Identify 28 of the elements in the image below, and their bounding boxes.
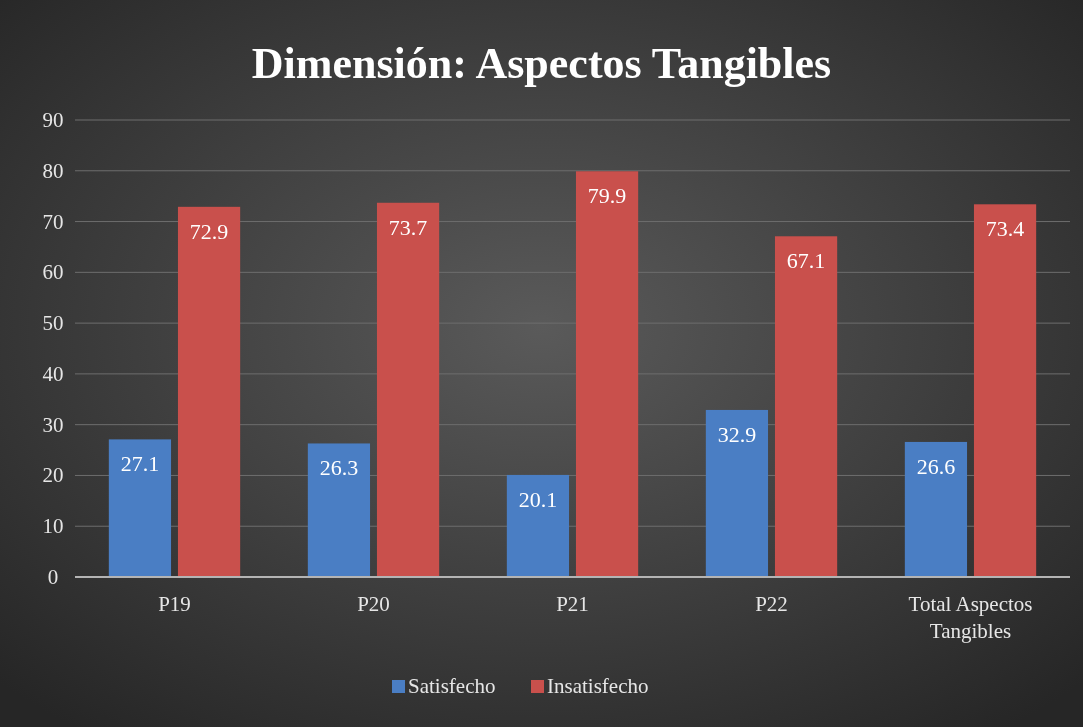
y-tick-label: 40: [42, 361, 64, 386]
x-tick-label: P19: [158, 592, 191, 616]
y-tick-label: 80: [42, 158, 64, 183]
legend-label: Satisfecho: [408, 674, 496, 698]
data-label: 20.1: [518, 486, 558, 512]
data-label: 26.6: [916, 453, 956, 479]
data-label: 26.3: [319, 455, 359, 481]
data-label: 79.9: [587, 183, 627, 209]
y-tick-label: 0: [47, 565, 59, 589]
data-label: 72.9: [189, 218, 229, 244]
y-tick-label: 10: [42, 514, 64, 539]
data-label: 32.9: [717, 421, 757, 447]
data-label: 67.1: [786, 248, 826, 274]
y-tick-label: 30: [42, 412, 64, 437]
y-tick-label: 60: [42, 260, 64, 285]
x-tick-label: P21: [556, 592, 589, 616]
data-label: 27.1: [120, 451, 160, 477]
data-label: 73.4: [985, 216, 1025, 242]
y-tick-label: 90: [42, 108, 64, 132]
data-label: 73.7: [388, 214, 428, 240]
y-tick-label: 70: [42, 209, 64, 234]
chart-title: Dimensión: Aspectos Tangibles: [251, 39, 832, 88]
legend-label: Insatisfecho: [547, 674, 649, 698]
y-tick-label: 50: [42, 311, 64, 336]
x-tick-label: P20: [357, 592, 390, 616]
y-tick-label: 20: [42, 463, 64, 488]
x-tick-label: P22: [755, 592, 788, 616]
x-tick-label: Total Aspectos Tangibles: [908, 592, 1033, 643]
